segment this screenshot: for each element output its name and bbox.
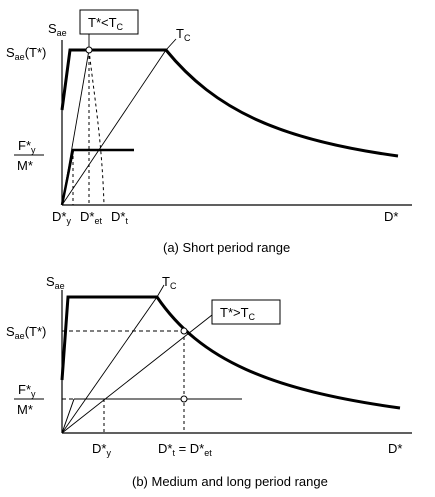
panel-a-y-axis-label: Sae [48,21,67,38]
panel-b-tc-leader [156,284,165,298]
panel-a-condition-text: T*<TC [88,15,124,32]
panel-b-tick-equal: D*t = D*et [158,441,212,458]
panel-b-force-numerator: F*y [18,382,36,399]
panel-a-equal-energy-dashed [88,49,105,206]
panel-a-condition-box [79,9,139,35]
panel-a: T*<TC TC Sae Sae(T*) F*y M* D*y D*et D* [6,9,412,255]
panel-a-spectrum-curve [60,48,399,158]
panel-a-tc-label: TC [176,26,191,43]
panel-a-point-marker [85,46,93,54]
panel-b-condition-box [211,299,281,325]
panel-a-x-axis-label: D* [384,209,398,224]
panel-a-tick-dy: D*y [52,209,71,226]
panel-b-tc-label: TC [162,274,177,291]
panel-a-y-level-label: Sae(T*) [6,45,46,62]
panel-b-x-axis-label: D* [388,441,402,456]
panel-a-tc-leader [165,38,177,51]
panel-a-tick-dt: D*t [111,209,128,226]
panel-b-force-denominator: M* [17,402,33,417]
panel-b-caption: (b) Medium and long period range [132,474,328,489]
panel-b-point-marker-upper [180,327,188,335]
panel-b-point-marker-lower [180,395,188,403]
panel-b-condition-text: T*>TC [220,305,256,322]
panel-b-period-line-t [61,314,213,434]
panel-b-y-level-label: Sae(T*) [6,324,46,341]
panel-b-spectrum-curve [60,295,401,410]
panel-a-caption: (a) Short period range [163,240,290,255]
panel-b-tick-dy: D*y [92,441,111,458]
panel-b-y-axis-label: Sae [46,274,65,291]
panel-b: T*>TC TC Sae Sae(T*) F*y M* D*y D*t = D*… [6,274,412,489]
panel-a-tick-det: D*et [80,209,102,226]
panel-a-force-numerator: F*y [18,138,36,155]
panel-a-period-line-t [61,49,90,206]
panel-a-force-denominator: M* [17,158,33,173]
panel-a-period-line-tc [61,49,167,206]
panel-b-period-line-tc [61,296,158,434]
panel-b-capacity-curve [61,398,75,434]
